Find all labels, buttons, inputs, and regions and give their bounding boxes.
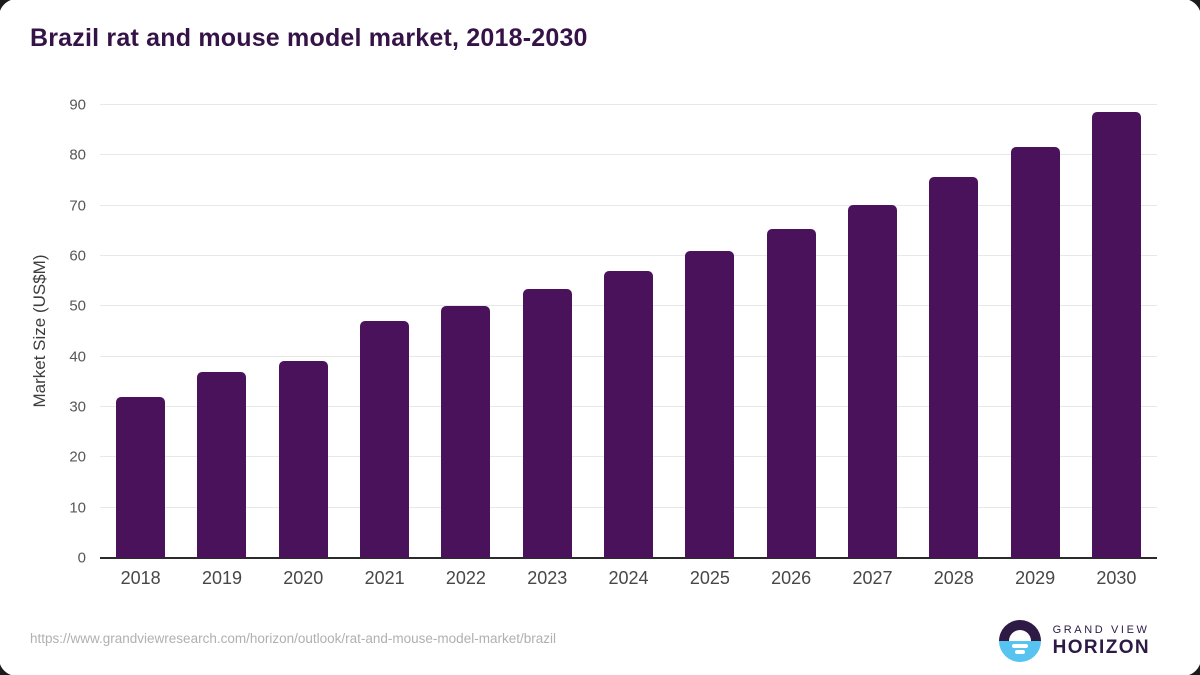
x-tick-label-2026: 2026 — [771, 568, 812, 588]
bar-slot-2019 — [181, 105, 262, 558]
bar-2030[interactable] — [1091, 111, 1141, 558]
logo-text: GRAND VIEW HORIZON — [1053, 624, 1150, 659]
x-tick-label-2023: 2023 — [527, 568, 568, 588]
bar-2029[interactable] — [1010, 146, 1060, 558]
y-tick-label-80: 80 — [69, 146, 86, 164]
bar-slot-2028 — [913, 105, 994, 558]
bar-2025[interactable] — [685, 250, 735, 558]
bar-2023[interactable] — [522, 289, 572, 558]
y-axis-title: Market Size (US$M) — [30, 254, 49, 408]
y-tick-label-20: 20 — [69, 448, 86, 466]
sun-dome-shape — [1008, 630, 1031, 641]
bar-2026[interactable] — [766, 228, 816, 558]
x-tick-label-2029: 2029 — [1015, 568, 1056, 588]
bar-slot-2018 — [100, 105, 181, 558]
y-axis-tick-labels: 0 10 20 30 40 50 60 70 80 90 — [52, 97, 92, 567]
bar-2022[interactable] — [441, 306, 491, 558]
bar-2027[interactable] — [847, 204, 897, 558]
bar-slot-2026 — [751, 105, 832, 558]
x-tick-label-2024: 2024 — [608, 568, 649, 588]
x-tick-label-2019: 2019 — [201, 568, 242, 588]
bar-2028[interactable] — [929, 176, 979, 558]
x-tick-label-2020: 2020 — [283, 568, 324, 588]
bar-2020[interactable] — [278, 360, 328, 558]
bar-2021[interactable] — [360, 320, 410, 558]
gridline-90 — [100, 104, 1157, 105]
y-tick-label-40: 40 — [69, 348, 86, 366]
gridline-70 — [100, 204, 1157, 206]
bar-2019[interactable] — [197, 371, 247, 558]
logo-text-grand-view: GRAND VIEW — [1052, 623, 1150, 636]
bar-slot-2022 — [425, 105, 506, 558]
y-tick-label-50: 50 — [69, 297, 86, 315]
bars-layer — [100, 105, 1157, 558]
x-tick-label-2022: 2022 — [445, 568, 486, 588]
gridline-80 — [100, 154, 1157, 156]
x-tick-label-2030: 2030 — [1096, 568, 1137, 588]
bar-slot-2027 — [832, 105, 913, 558]
x-tick-label-2027: 2027 — [852, 568, 893, 588]
y-tick-label-90: 90 — [69, 96, 86, 114]
horizon-sunrise-icon — [998, 620, 1041, 662]
y-tick-label-60: 60 — [69, 247, 86, 265]
bar-slot-2025 — [669, 105, 750, 558]
y-tick-label-70: 70 — [69, 197, 86, 215]
x-axis-tick-labels: 2018 2019 2020 2021 2022 2023 2024 2025 2026 2027… — [100, 568, 1157, 589]
x-axis-baseline — [100, 557, 1157, 559]
plot-area — [100, 104, 1157, 559]
grand-view-horizon-logo: GRAND VIEW HORIZON — [998, 620, 1150, 662]
bar-slot-2020 — [263, 105, 344, 558]
bar-slot-2029 — [994, 105, 1075, 558]
logo-text-horizon: HORIZON — [1052, 636, 1150, 658]
x-tick-label-2021: 2021 — [364, 568, 405, 588]
bar-2018[interactable] — [116, 396, 166, 558]
source-url: https://www.grandviewresearch.com/horizo… — [30, 631, 556, 646]
x-tick-label-2025: 2025 — [689, 568, 730, 588]
gridline-60 — [100, 255, 1157, 257]
bar-slot-2030 — [1076, 105, 1157, 558]
chart-title: Brazil rat and mouse model market, 2018-… — [30, 24, 588, 52]
horizon-line-1 — [1011, 644, 1028, 648]
bar-slot-2021 — [344, 105, 425, 558]
bar-slot-2023 — [507, 105, 588, 558]
x-tick-label-2018: 2018 — [120, 568, 161, 588]
bar-slot-2024 — [588, 105, 669, 558]
bar-2024[interactable] — [604, 271, 654, 558]
y-tick-label-0: 0 — [77, 549, 86, 567]
horizon-line-2 — [1014, 650, 1025, 654]
y-tick-label-10: 10 — [69, 499, 86, 517]
x-tick-label-2028: 2028 — [933, 568, 974, 588]
y-tick-label-30: 30 — [69, 398, 86, 416]
